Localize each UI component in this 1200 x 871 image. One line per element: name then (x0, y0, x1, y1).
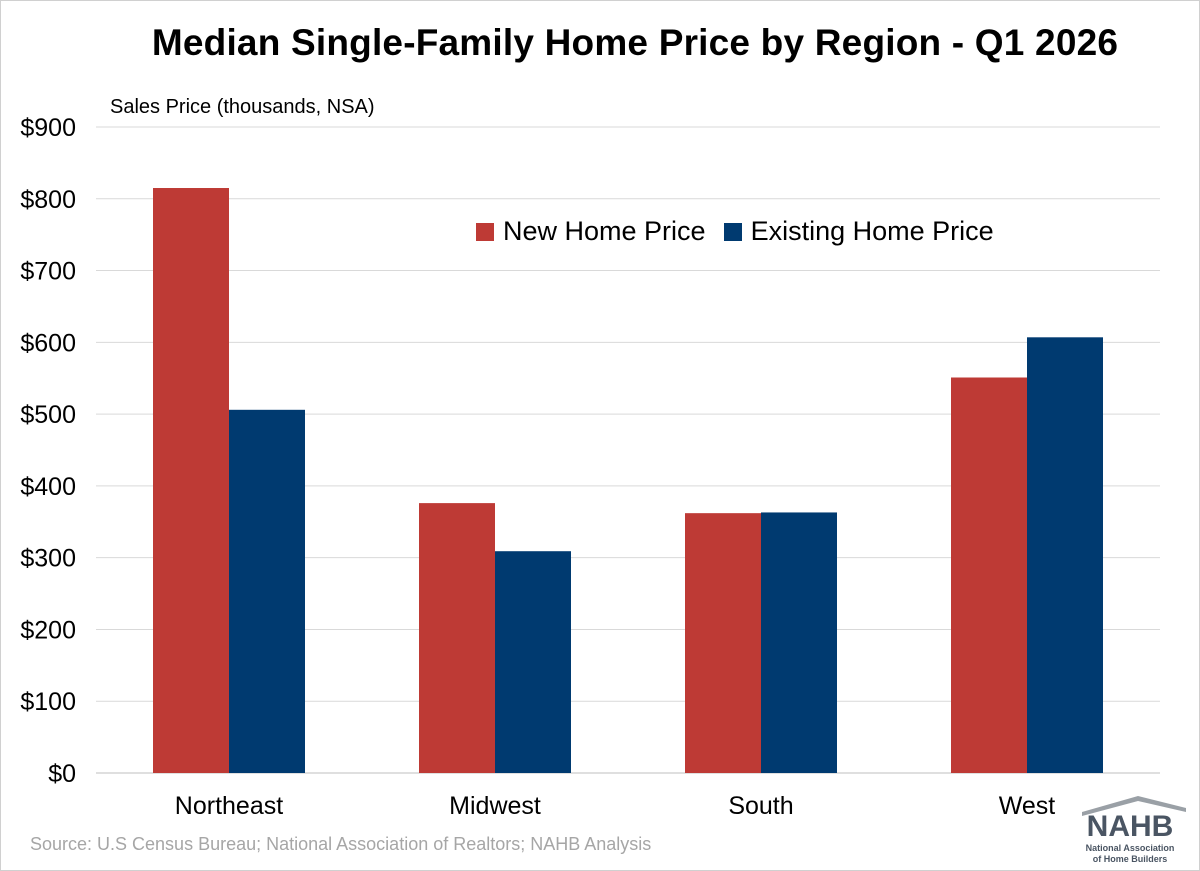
legend: New Home Price Existing Home Price (476, 216, 1012, 247)
y-tick-label: $700 (20, 258, 76, 286)
y-tick-label: $800 (20, 186, 76, 214)
y-tick-label: $500 (20, 401, 76, 429)
x-tick-label: Midwest (449, 792, 541, 820)
bar-existing-northeast (229, 409, 305, 773)
logo-line1: National Association (1086, 843, 1175, 853)
chart-title: Median Single-Family Home Price by Regio… (151, 22, 1119, 63)
y-axis-label: Sales Price (thousands, NSA) (110, 96, 375, 118)
bar-new-midwest (419, 503, 495, 773)
x-tick-label: West (999, 792, 1056, 820)
y-tick-label: $300 (20, 545, 76, 573)
legend-item-new: New Home Price (476, 216, 706, 247)
bar-existing-midwest (495, 551, 571, 773)
y-tick-label: $200 (20, 616, 76, 644)
logo-line2: of Home Builders (1093, 854, 1168, 864)
bar-existing-south (761, 512, 837, 773)
logo-abbr: NAHB (1087, 810, 1174, 843)
y-tick-labels: $0 $100 $200 $300 $400 $500 $600 $700 $800 $900 (20, 114, 76, 788)
legend-swatch-new (476, 222, 494, 241)
y-tick-label: $400 (20, 473, 76, 501)
source-note: Source: U.S Census Bureau; National Asso… (30, 834, 652, 854)
bar-new-south (685, 513, 761, 773)
legend-item-existing: Existing Home Price (723, 216, 994, 247)
nahb-logo: NAHB National Association of Home Builde… (1082, 796, 1186, 864)
bar-existing-west (1027, 337, 1103, 773)
y-tick-label: $0 (48, 760, 76, 788)
y-tick-label: $100 (20, 688, 76, 716)
bars (153, 188, 1103, 773)
bar-new-west (951, 377, 1027, 773)
x-tick-labels: Northeast Midwest South West (175, 792, 1055, 820)
legend-swatch-existing (723, 222, 742, 241)
y-tick-label: $900 (20, 114, 76, 142)
x-tick-label: South (728, 792, 793, 820)
logo-roof (1082, 796, 1186, 816)
legend-label-existing: Existing Home Price (750, 216, 994, 246)
y-tick-label: $600 (20, 329, 76, 357)
x-tick-label: Northeast (175, 792, 283, 820)
bar-new-northeast (153, 188, 229, 773)
legend-label-new: New Home Price (503, 216, 706, 246)
